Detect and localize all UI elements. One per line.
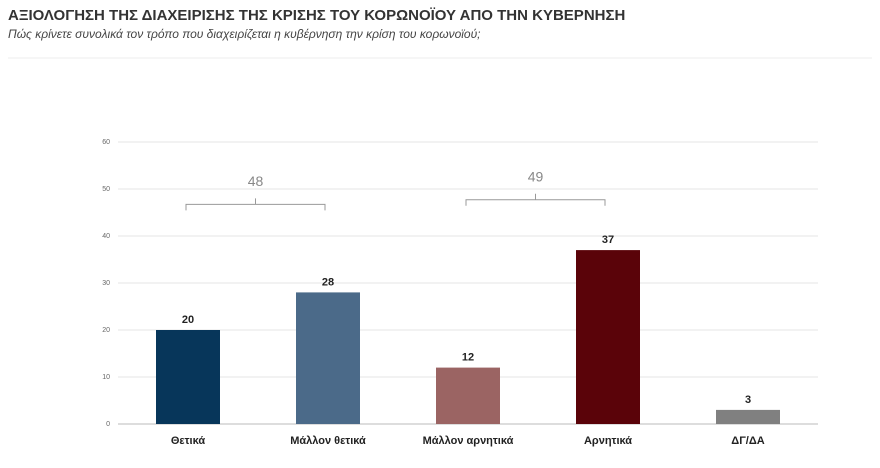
y-tick-label: 30 <box>102 280 110 287</box>
bar <box>436 367 500 424</box>
bar <box>716 409 780 424</box>
chart-subtitle: Πώς κρίνετε συνολικά τον τρόπο που διαχε… <box>8 27 481 41</box>
bar <box>576 250 640 424</box>
y-tick-label: 0 <box>106 421 110 428</box>
y-tick-label: 20 <box>102 327 110 334</box>
value-label: 3 <box>745 394 751 406</box>
value-label: 12 <box>462 352 474 364</box>
bracket <box>465 193 606 206</box>
value-label: 28 <box>322 276 334 288</box>
value-label: 37 <box>602 234 614 246</box>
bar <box>296 292 360 424</box>
chart-title: ΑΞΙΟΛΟΓΗΣΗ ΤΗΣ ΔΙΑΧΕΙΡΙΣΗΣ ΤΗΣ ΚΡΙΣΗΣ ΤΟ… <box>8 7 625 24</box>
x-tick-label: ΔΓ/ΔΑ <box>731 435 764 447</box>
x-tick-label: Θετικά <box>171 435 206 447</box>
y-tick-label: 50 <box>102 186 110 193</box>
y-tick-label: 10 <box>102 374 110 381</box>
x-tick-label: Μάλλον θετικά <box>290 435 366 447</box>
y-tick-label: 60 <box>102 139 110 146</box>
bracket-label: 48 <box>248 173 264 189</box>
bracket-label: 49 <box>528 168 544 184</box>
y-tick-label: 40 <box>102 233 110 240</box>
x-tick-label: Μάλλον αρνητικά <box>423 435 514 447</box>
bracket <box>185 198 326 211</box>
value-label: 20 <box>182 314 194 326</box>
bar <box>156 330 220 424</box>
x-tick-label: Αρνητικά <box>584 435 632 447</box>
